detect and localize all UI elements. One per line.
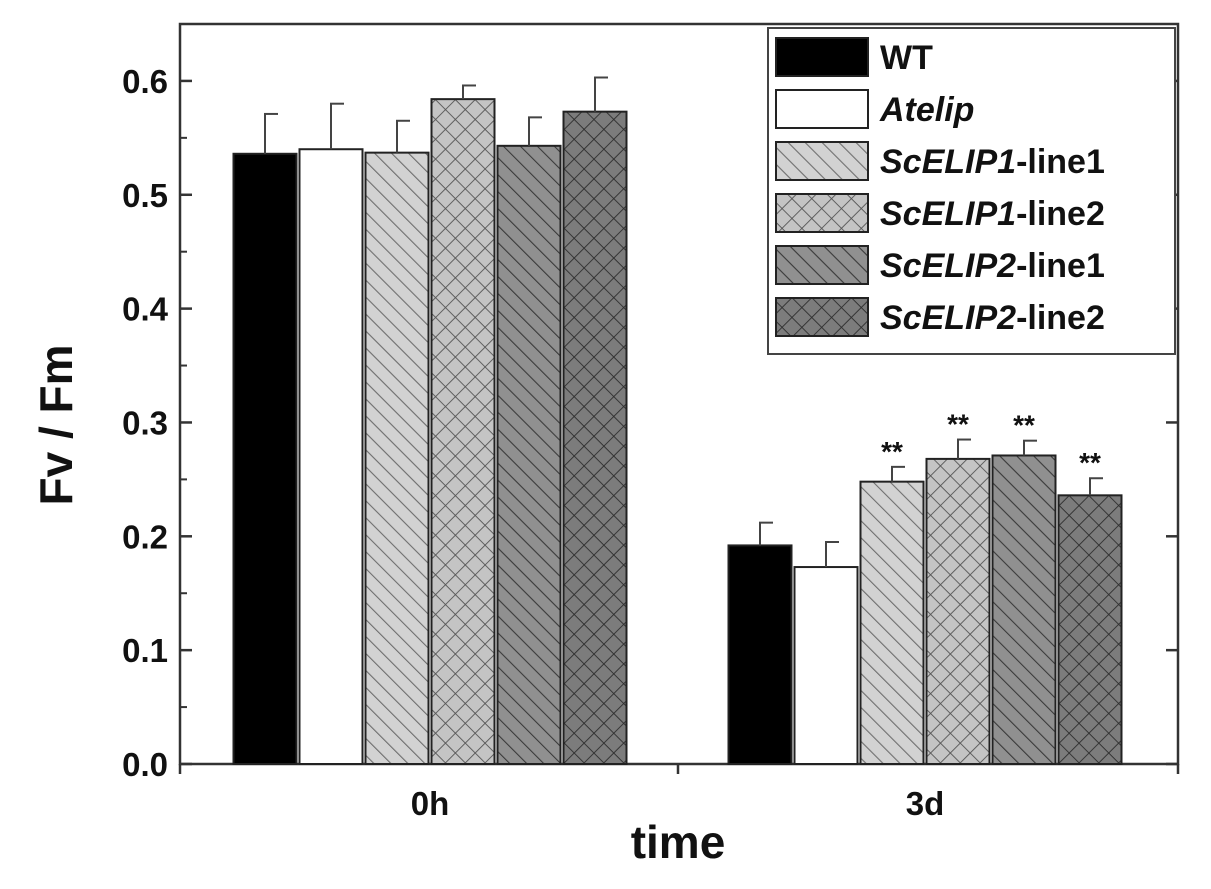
legend-label-atelip: Atelip: [879, 91, 974, 129]
legend: WTAtelipScELIP1-line1ScELIP1-line2ScELIP…: [767, 27, 1176, 355]
x-tick-label: 3d: [906, 785, 945, 822]
bar-wt-3d: [727, 544, 793, 766]
legend-swatch-wt: [775, 37, 869, 77]
legend-swatch-scelip2-line2: [775, 297, 869, 337]
y-tick-label: 0.0: [122, 746, 168, 783]
legend-label-italic: ScELIP1: [880, 143, 1016, 181]
legend-label-scelip1-line1: ScELIP1-line1: [880, 143, 1105, 181]
legend-label-plain: -line2: [1016, 299, 1105, 337]
bar-scelip1-line2-3d: [925, 457, 991, 765]
legend-label-wt: WT: [880, 39, 933, 77]
bar-scelip1-line1-0h: [364, 151, 430, 765]
legend-label-scelip2-line2: ScELIP2-line2: [880, 299, 1105, 337]
legend-label-plain: -line1: [1016, 143, 1105, 181]
y-tick-label: 0.6: [122, 63, 168, 100]
y-tick-label: 0.5: [122, 177, 168, 214]
bar-atelip-0h: [298, 148, 364, 765]
bar-scelip2-line2-0h: [562, 110, 628, 765]
significance-label: **: [1013, 410, 1035, 441]
legend-swatch-scelip1-line2: [775, 193, 869, 233]
legend-label-italic: Atelip: [879, 91, 974, 129]
y-axis-title: Fv / Fm: [30, 344, 82, 505]
x-axis-title: time: [631, 816, 726, 868]
bar-scelip2-line2-3d: [1057, 494, 1123, 765]
bars-group: ** ** ** **: [232, 76, 1123, 766]
y-tick-label: 0.1: [122, 632, 168, 669]
y-tick-label: 0.4: [122, 291, 169, 328]
y-tick-label: 0.2: [122, 518, 168, 555]
bar-wt-0h: [232, 152, 298, 766]
x-tick-label: 0h: [411, 785, 450, 822]
bar-scelip2-line1-0h: [496, 144, 562, 766]
bar-scelip1-line1-3d: [859, 480, 925, 765]
legend-swatch-scelip2-line1: [775, 245, 869, 285]
legend-label-italic: ScELIP1: [880, 195, 1016, 233]
legend-label-scelip1-line2: ScELIP1-line2: [880, 195, 1105, 233]
legend-label-plain: -line1: [1016, 247, 1105, 285]
y-tick-label: 0.3: [122, 404, 168, 441]
legend-label-italic: ScELIP2: [880, 247, 1016, 285]
significance-label: **: [881, 436, 903, 467]
legend-label-plain: WT: [880, 39, 933, 77]
legend-label-scelip2-line1: ScELIP2-line1: [880, 247, 1105, 285]
bar-scelip1-line2-0h: [430, 98, 496, 765]
significance-label: **: [1079, 447, 1101, 478]
bar-atelip-3d: [793, 566, 859, 765]
legend-label-italic: ScELIP2: [880, 299, 1016, 337]
legend-label-plain: -line2: [1016, 195, 1105, 233]
axes-group: 0.0 0.1 0.2 0.3 0.4 0.5 0.6 0h 3d: [122, 23, 1180, 822]
bar-scelip2-line1-3d: [991, 454, 1057, 765]
legend-swatch-scelip1-line1: [775, 141, 869, 181]
legend-swatch-atelip: [775, 89, 869, 129]
significance-label: **: [947, 409, 969, 440]
